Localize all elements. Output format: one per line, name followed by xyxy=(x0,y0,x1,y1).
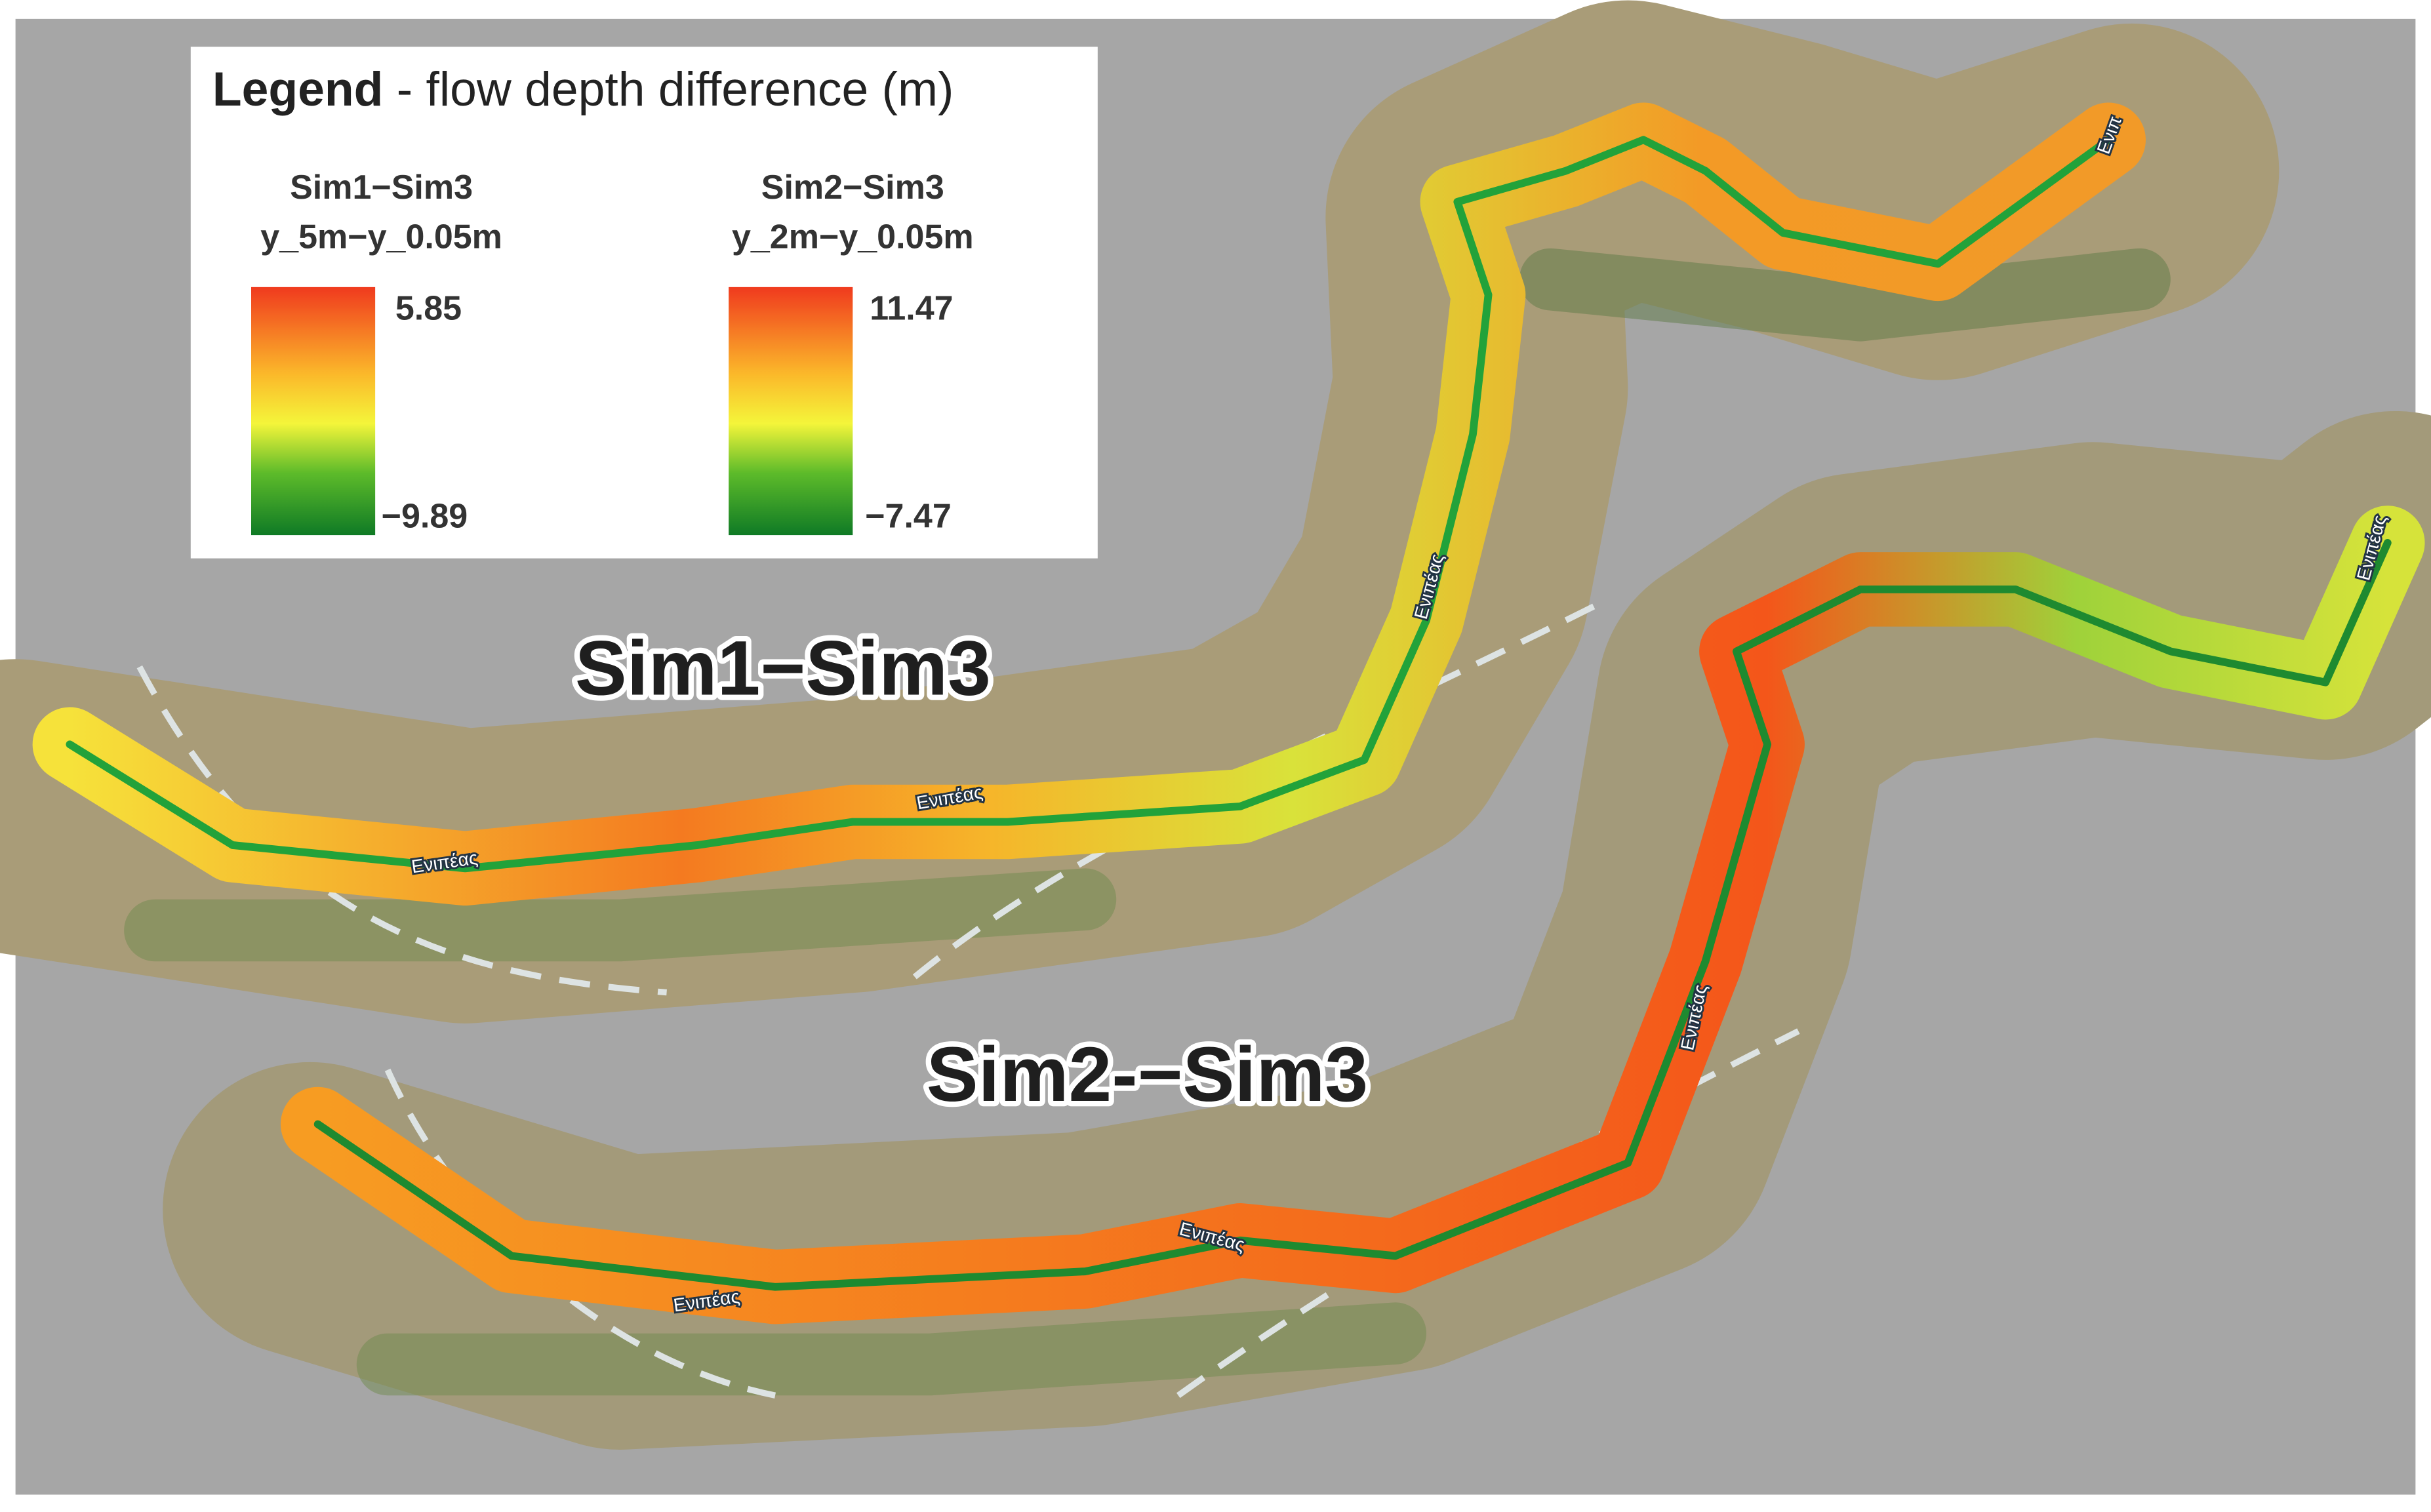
legend: Legend - flow depth difference (m) Sim1−… xyxy=(190,47,1098,559)
rivers xyxy=(32,102,2425,1324)
scale-name: Sim2−Sim3 xyxy=(761,169,944,207)
scale-max: 11.47 xyxy=(870,289,953,327)
scale-expression: y_2m−y_0.05m xyxy=(732,218,974,256)
scale-max: 5.85 xyxy=(395,289,462,327)
field xyxy=(124,868,1117,962)
legend-title-bold: Legend xyxy=(212,62,384,116)
scale-min: −9.89 xyxy=(382,497,468,535)
color-bar xyxy=(729,287,853,536)
channel xyxy=(313,539,2392,1291)
channel xyxy=(66,136,2113,873)
map-label: Sim2-−Sim3 xyxy=(927,1031,1368,1118)
field xyxy=(1519,248,2171,342)
map-label: Sim1−Sim3 xyxy=(575,626,991,712)
scale-expression: y_5m−y_0.05m xyxy=(260,218,502,256)
legend-subtitle: - flow depth difference (m) xyxy=(383,62,954,116)
color-bar xyxy=(251,287,376,536)
legend-title: Legend - flow depth difference (m) xyxy=(212,62,954,116)
field xyxy=(356,1302,1427,1396)
scale-name: Sim1−Sim3 xyxy=(290,169,473,207)
scale-min: −7.47 xyxy=(865,497,952,535)
